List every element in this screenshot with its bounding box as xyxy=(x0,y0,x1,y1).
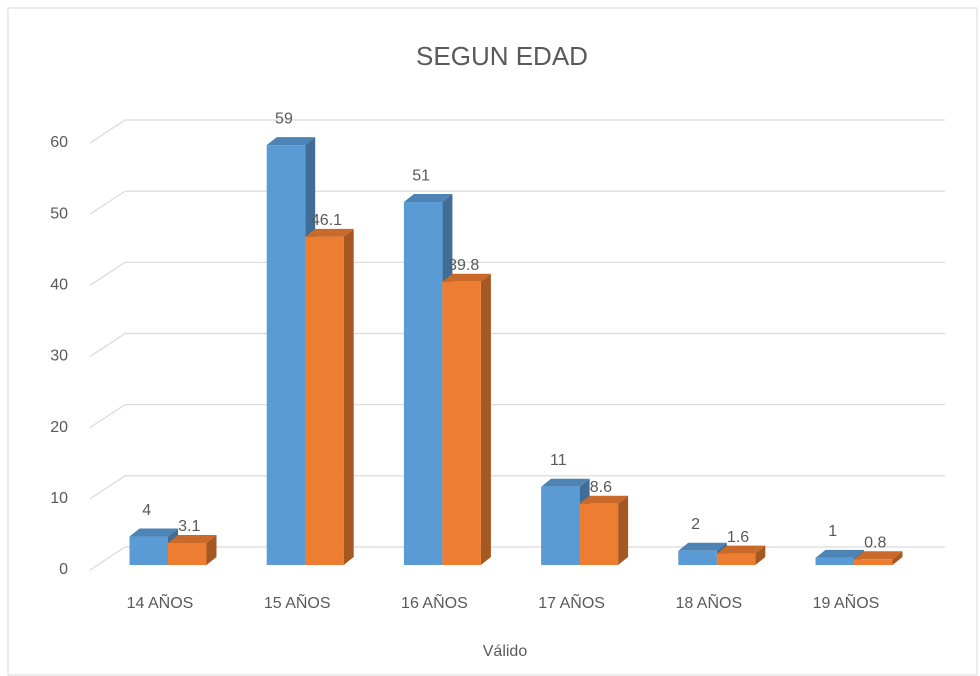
grid-line xyxy=(89,546,945,571)
grid-line xyxy=(89,261,945,286)
bar-top xyxy=(579,495,629,504)
bar-top xyxy=(541,478,590,487)
y-tick-label: 20 xyxy=(50,419,68,436)
grid-line xyxy=(89,475,945,500)
x-tick-label: 17 AÑOS xyxy=(538,592,605,612)
bar-side xyxy=(755,545,766,565)
x-tick-label: 14 AÑOS xyxy=(127,592,194,612)
bar xyxy=(168,542,207,565)
y-tick-label: 30 xyxy=(50,348,68,365)
grid-line xyxy=(89,190,945,215)
bar-side xyxy=(480,273,491,565)
value-label: 51 xyxy=(412,167,430,184)
grid-line xyxy=(89,404,945,429)
bar xyxy=(266,145,306,565)
y-tick-label: 50 xyxy=(50,205,68,222)
value-label: 4 xyxy=(142,502,151,519)
bar xyxy=(716,553,756,565)
bar-side xyxy=(343,228,354,565)
grid-line xyxy=(89,119,945,144)
bar-side xyxy=(206,534,217,565)
bar-top xyxy=(716,545,766,554)
value-label: 2 xyxy=(691,516,700,533)
value-label: 59 xyxy=(275,110,293,127)
value-label: 8.6 xyxy=(590,479,612,496)
y-tick-label: 40 xyxy=(50,277,68,294)
value-label: 1.6 xyxy=(727,529,749,546)
bar-top xyxy=(129,528,178,537)
value-label: 1 xyxy=(828,523,837,540)
x-tick-label: 16 AÑOS xyxy=(401,592,468,612)
bar xyxy=(854,559,893,565)
value-label: 46.1 xyxy=(311,212,342,229)
bar xyxy=(403,202,443,566)
value-label: 3.1 xyxy=(178,518,200,535)
bar xyxy=(815,557,854,565)
bar xyxy=(129,536,168,565)
value-label: 39.8 xyxy=(448,257,479,274)
bar-top xyxy=(266,137,316,146)
x-axis-title: Válido xyxy=(483,643,528,660)
chart-border xyxy=(7,7,978,676)
bar xyxy=(442,281,481,565)
bar-top xyxy=(305,228,354,237)
bar xyxy=(541,486,580,565)
bar xyxy=(579,503,619,565)
x-tick-label: 15 AÑOS xyxy=(264,592,331,612)
bar-top xyxy=(678,542,727,551)
x-tick-label: 18 AÑOS xyxy=(675,592,742,612)
value-label: 0.8 xyxy=(864,535,886,552)
x-tick-label: 19 AÑOS xyxy=(813,592,880,612)
y-tick-label: 0 xyxy=(59,561,68,578)
chart-title: SEGUN EDAD xyxy=(416,41,588,71)
bar-top xyxy=(403,194,453,203)
bar xyxy=(305,236,344,565)
bar xyxy=(678,550,717,565)
bar-side xyxy=(892,551,903,565)
y-tick-label: 10 xyxy=(50,490,68,507)
bar-side xyxy=(618,495,629,565)
value-label: 11 xyxy=(550,452,567,469)
bar-top xyxy=(168,534,217,543)
bar-top xyxy=(442,273,491,282)
bar-top xyxy=(815,549,864,558)
y-tick-label: 60 xyxy=(50,134,68,151)
grid-line xyxy=(89,332,945,358)
bar-top xyxy=(854,551,903,560)
